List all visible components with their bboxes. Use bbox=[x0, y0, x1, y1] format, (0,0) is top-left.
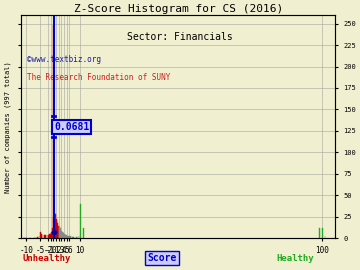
Text: ©www.textbiz.org: ©www.textbiz.org bbox=[27, 55, 102, 64]
Bar bbox=[53, 25, 54, 238]
Bar bbox=[66, 235, 67, 238]
Text: The Research Foundation of SUNY: The Research Foundation of SUNY bbox=[27, 73, 171, 82]
Text: Sector: Financials: Sector: Financials bbox=[127, 32, 233, 42]
Bar bbox=[75, 237, 76, 238]
Bar bbox=[55, 214, 56, 238]
Bar bbox=[51, 231, 52, 238]
Bar bbox=[63, 233, 64, 238]
Bar bbox=[319, 228, 320, 238]
Bar bbox=[56, 220, 57, 238]
Text: Unhealthy: Unhealthy bbox=[23, 254, 71, 263]
Bar bbox=[72, 237, 73, 238]
Bar bbox=[67, 236, 68, 238]
Text: Healthy: Healthy bbox=[276, 254, 314, 263]
Text: 0.0681: 0.0681 bbox=[54, 122, 89, 132]
Bar bbox=[42, 235, 43, 238]
Bar bbox=[54, 212, 55, 238]
Title: Z-Score Histogram for CS (2016): Z-Score Histogram for CS (2016) bbox=[74, 4, 283, 14]
Bar bbox=[49, 234, 50, 238]
Bar bbox=[44, 235, 45, 238]
Bar bbox=[83, 228, 84, 238]
Bar bbox=[80, 204, 81, 238]
Bar bbox=[50, 234, 51, 238]
Bar bbox=[69, 236, 70, 238]
Bar bbox=[58, 225, 59, 238]
Bar bbox=[59, 227, 60, 238]
Y-axis label: Number of companies (997 total): Number of companies (997 total) bbox=[4, 61, 11, 193]
Bar bbox=[79, 236, 80, 238]
Bar bbox=[68, 236, 69, 238]
Bar bbox=[65, 234, 66, 238]
Bar bbox=[40, 231, 41, 238]
Bar bbox=[73, 237, 74, 238]
Bar bbox=[76, 237, 77, 238]
Text: Score: Score bbox=[147, 253, 177, 263]
Bar bbox=[322, 228, 323, 238]
Bar bbox=[57, 223, 58, 238]
Bar bbox=[64, 234, 65, 238]
Bar bbox=[62, 231, 63, 238]
Bar bbox=[70, 236, 71, 238]
Bar bbox=[52, 228, 53, 238]
Bar bbox=[48, 235, 49, 238]
Bar bbox=[45, 235, 46, 238]
Bar bbox=[46, 235, 47, 238]
Bar bbox=[77, 236, 78, 238]
Bar bbox=[41, 234, 42, 238]
Bar bbox=[60, 228, 61, 238]
Bar bbox=[37, 237, 38, 238]
